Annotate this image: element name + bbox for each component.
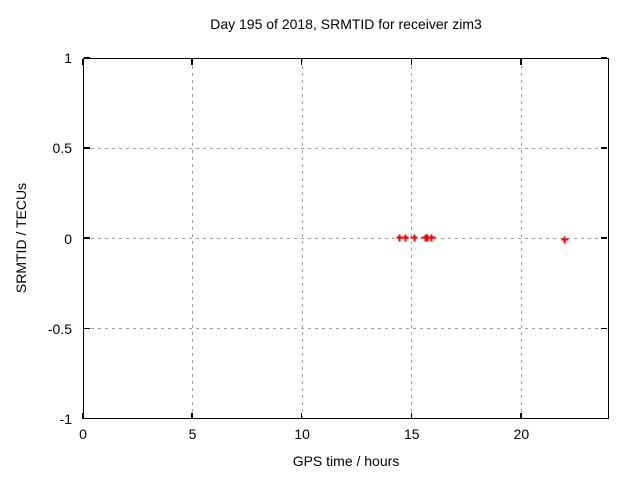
data-point-marker [396,234,404,242]
x-tick-label: 0 [79,426,87,442]
gridline-horizontal [84,238,608,239]
x-tick-mark [520,59,522,65]
y-tick-mark [601,237,607,239]
plot-area [81,56,609,420]
y-tick-mark [84,327,90,329]
y-tick-mark [84,417,90,420]
data-point-marker [401,234,409,242]
y-tick-mark [84,56,90,59]
gridline-horizontal [84,147,608,149]
y-tick-mark [84,237,90,239]
y-tick-mark [601,56,607,59]
y-tick-label: 0.5 [52,140,72,157]
data-point-marker [423,234,431,242]
x-tick-label: 5 [188,426,197,442]
data-point-marker [561,236,569,243]
x-tick-mark [81,412,84,419]
x-tick-label: 15 [403,426,420,442]
y-tick-label: 1 [64,50,72,66]
chart-title: Day 195 of 2018, SRMTID for receiver zim… [210,16,482,32]
x-tick-mark [300,412,303,419]
y-axis-label: SRMTID / TECUs [13,182,29,294]
y-tick-label: -0.5 [47,320,72,337]
y-tick-label: -1 [59,411,72,427]
data-point-marker [410,234,418,242]
x-axis-label: GPS time / hours [292,453,400,469]
x-tick-mark [191,59,193,65]
y-tick-label: 0 [64,230,72,247]
data-point-marker [428,234,436,242]
x-tick-mark [520,412,522,419]
y-tick-mark [601,147,607,149]
x-tick-label: 10 [294,426,310,442]
x-tick-label: 20 [513,426,530,442]
x-tick-mark [410,59,412,65]
gridline-horizontal [84,328,608,330]
x-tick-mark [410,412,412,419]
y-tick-mark [84,147,90,149]
y-tick-mark [601,327,607,329]
y-tick-mark [601,417,607,420]
x-tick-mark [81,59,84,65]
x-tick-mark [300,59,303,65]
x-tick-mark [191,412,193,419]
